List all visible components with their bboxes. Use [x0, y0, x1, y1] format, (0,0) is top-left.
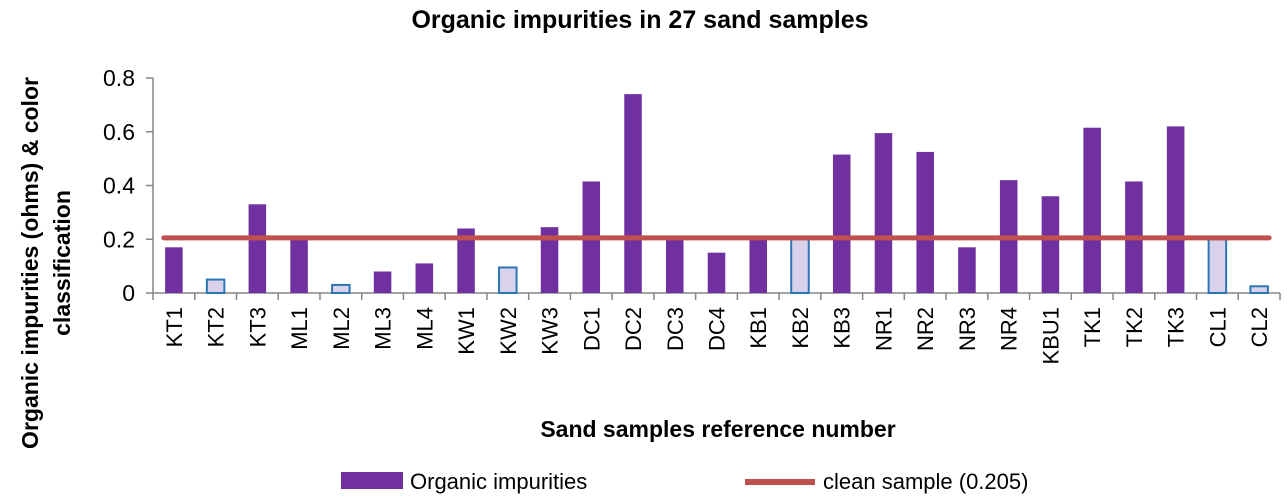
- bar-kw2: [498, 266, 518, 294]
- bar-kt1: [165, 247, 183, 293]
- bar-cl1: [1207, 238, 1228, 294]
- x-tick-label: DC3: [663, 307, 688, 351]
- x-tick-label: ML2: [329, 307, 354, 350]
- x-tick-label: ML1: [287, 307, 312, 350]
- x-tick-label: NR2: [913, 307, 938, 351]
- bar-ml3: [373, 271, 392, 293]
- x-tick-label: TK2: [1122, 307, 1147, 347]
- bar-nr3: [958, 247, 976, 293]
- x-tick-label: KT3: [245, 307, 270, 347]
- x-tick-label: KB1: [746, 307, 771, 349]
- x-tick-label: KT2: [204, 307, 229, 347]
- x-tick-label: KBU1: [1038, 307, 1063, 364]
- bar-dc4: [707, 252, 726, 293]
- bar-dc3: [665, 239, 684, 293]
- x-tick-label: KW2: [496, 307, 521, 355]
- chart-title: Organic impurities in 27 sand samples: [411, 6, 868, 34]
- y-axis-title-line1: Organic impurities (ohms) & color: [17, 77, 43, 449]
- y-tick-label: 0.8: [103, 65, 135, 91]
- bar-kb1: [749, 239, 768, 293]
- bar-kt2: [205, 278, 226, 294]
- x-tick-label: KB3: [830, 307, 855, 349]
- y-tick-label: 0.4: [103, 173, 135, 199]
- legend: Organic impurities clean sample (0.205): [341, 469, 1028, 494]
- x-tick-label: DC2: [621, 307, 646, 351]
- bar-kbu1: [1041, 196, 1060, 293]
- bar-ml1: [290, 239, 308, 293]
- x-tick-label: NR3: [955, 307, 980, 351]
- x-tick-label: KB2: [788, 307, 813, 349]
- bar-kb2: [790, 238, 810, 294]
- x-tick-label: CL1: [1205, 307, 1230, 347]
- y-tick-label: 0.2: [103, 226, 135, 252]
- bar-cl2: [1249, 285, 1269, 294]
- bar-dc2: [624, 94, 642, 293]
- bar-ml2: [331, 283, 351, 294]
- bar-kb3: [832, 154, 851, 293]
- bar-kw1: [457, 228, 475, 293]
- bars: [165, 94, 1269, 294]
- bar-ml4: [415, 263, 434, 293]
- x-tick-label: NR1: [871, 307, 896, 351]
- bar-nr2: [916, 151, 934, 293]
- x-tick-labels: KT1 KT2 KT3 ML1 ML2 ML3 ML4 KW1 KW2 KW3 DC1 DC2 DC3 D…: [162, 307, 1272, 364]
- x-tick-label: CL2: [1247, 307, 1272, 347]
- x-tick-label: DC1: [579, 307, 604, 351]
- x-tick-label: ML4: [412, 307, 437, 350]
- y-axis-title: Organic impurities (ohms) & color classi…: [17, 77, 75, 449]
- bar-kt3: [248, 204, 267, 293]
- x-tick-label: KW3: [538, 307, 563, 355]
- bar-tk3: [1166, 126, 1185, 293]
- y-tick-label: 0.6: [103, 119, 135, 145]
- legend-label-line: clean sample (0.205): [823, 469, 1028, 494]
- y-axis-title-line2: classification: [49, 190, 75, 336]
- x-tick-label: NR4: [997, 307, 1022, 351]
- x-tick-label: KT1: [162, 307, 187, 347]
- y-tick-labels: 0 0.2 0.4 0.6 0.8: [103, 65, 135, 306]
- x-tick-label: TK3: [1164, 307, 1189, 347]
- x-tick-label: ML3: [371, 307, 396, 350]
- bar-nr1: [874, 133, 893, 293]
- legend-swatch-bars: [341, 472, 403, 489]
- y-tick-label: 0: [122, 280, 135, 306]
- x-tick-label: DC4: [705, 307, 730, 351]
- x-axis-title: Sand samples reference number: [540, 416, 895, 442]
- bar-tk1: [1083, 127, 1101, 293]
- x-tick-label: TK1: [1080, 307, 1105, 347]
- bar-kw3: [540, 227, 559, 293]
- legend-label-bars: Organic impurities: [410, 469, 587, 494]
- x-tick-label: KW1: [454, 307, 479, 355]
